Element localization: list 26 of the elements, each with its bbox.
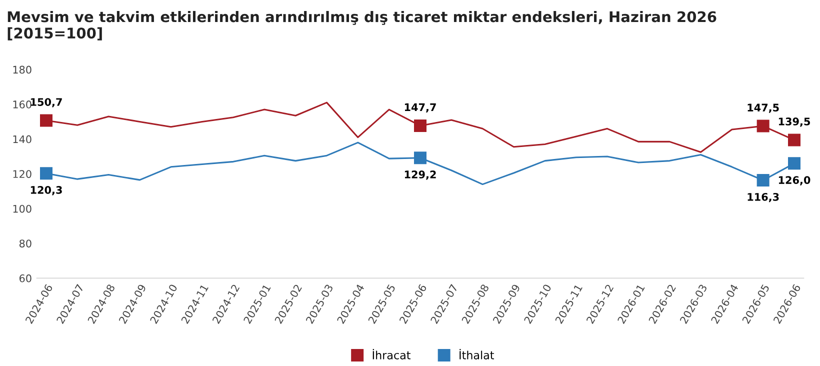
legend-label: İhracat <box>372 349 410 360</box>
data-label: 147,7 <box>404 103 436 113</box>
point <box>414 119 426 132</box>
y-tick-label: 180 <box>13 66 32 74</box>
y-tick-label: 120 <box>13 170 32 178</box>
y-tick-label: 140 <box>13 135 32 144</box>
data-label: 150,7 <box>30 98 62 108</box>
point <box>414 152 426 164</box>
y-tick-label: 160 <box>13 100 32 108</box>
y-tick-label: 80 <box>19 240 32 248</box>
y-tick-label: 60 <box>20 274 32 282</box>
point <box>40 167 52 180</box>
y-tick-label: 100 <box>13 204 32 213</box>
point <box>788 134 800 146</box>
data-label: 147,5 <box>748 104 779 113</box>
data-label: 139,5 <box>778 118 810 127</box>
chart-title: Mevsim ve takvim etkilerinden arındırılmış dış ticaret miktar endeksleri, Haziran 2026 [2015=100] <box>8 10 716 40</box>
point <box>756 120 770 132</box>
point <box>756 174 770 187</box>
point <box>788 157 800 170</box>
data-label: 129,2 <box>404 170 436 180</box>
data-label: 116,3 <box>748 192 779 202</box>
legend-label: İthalat <box>460 349 494 360</box>
data-label: 126,0 <box>778 176 810 186</box>
data-label: 120,3 <box>30 186 62 196</box>
point <box>40 114 52 127</box>
